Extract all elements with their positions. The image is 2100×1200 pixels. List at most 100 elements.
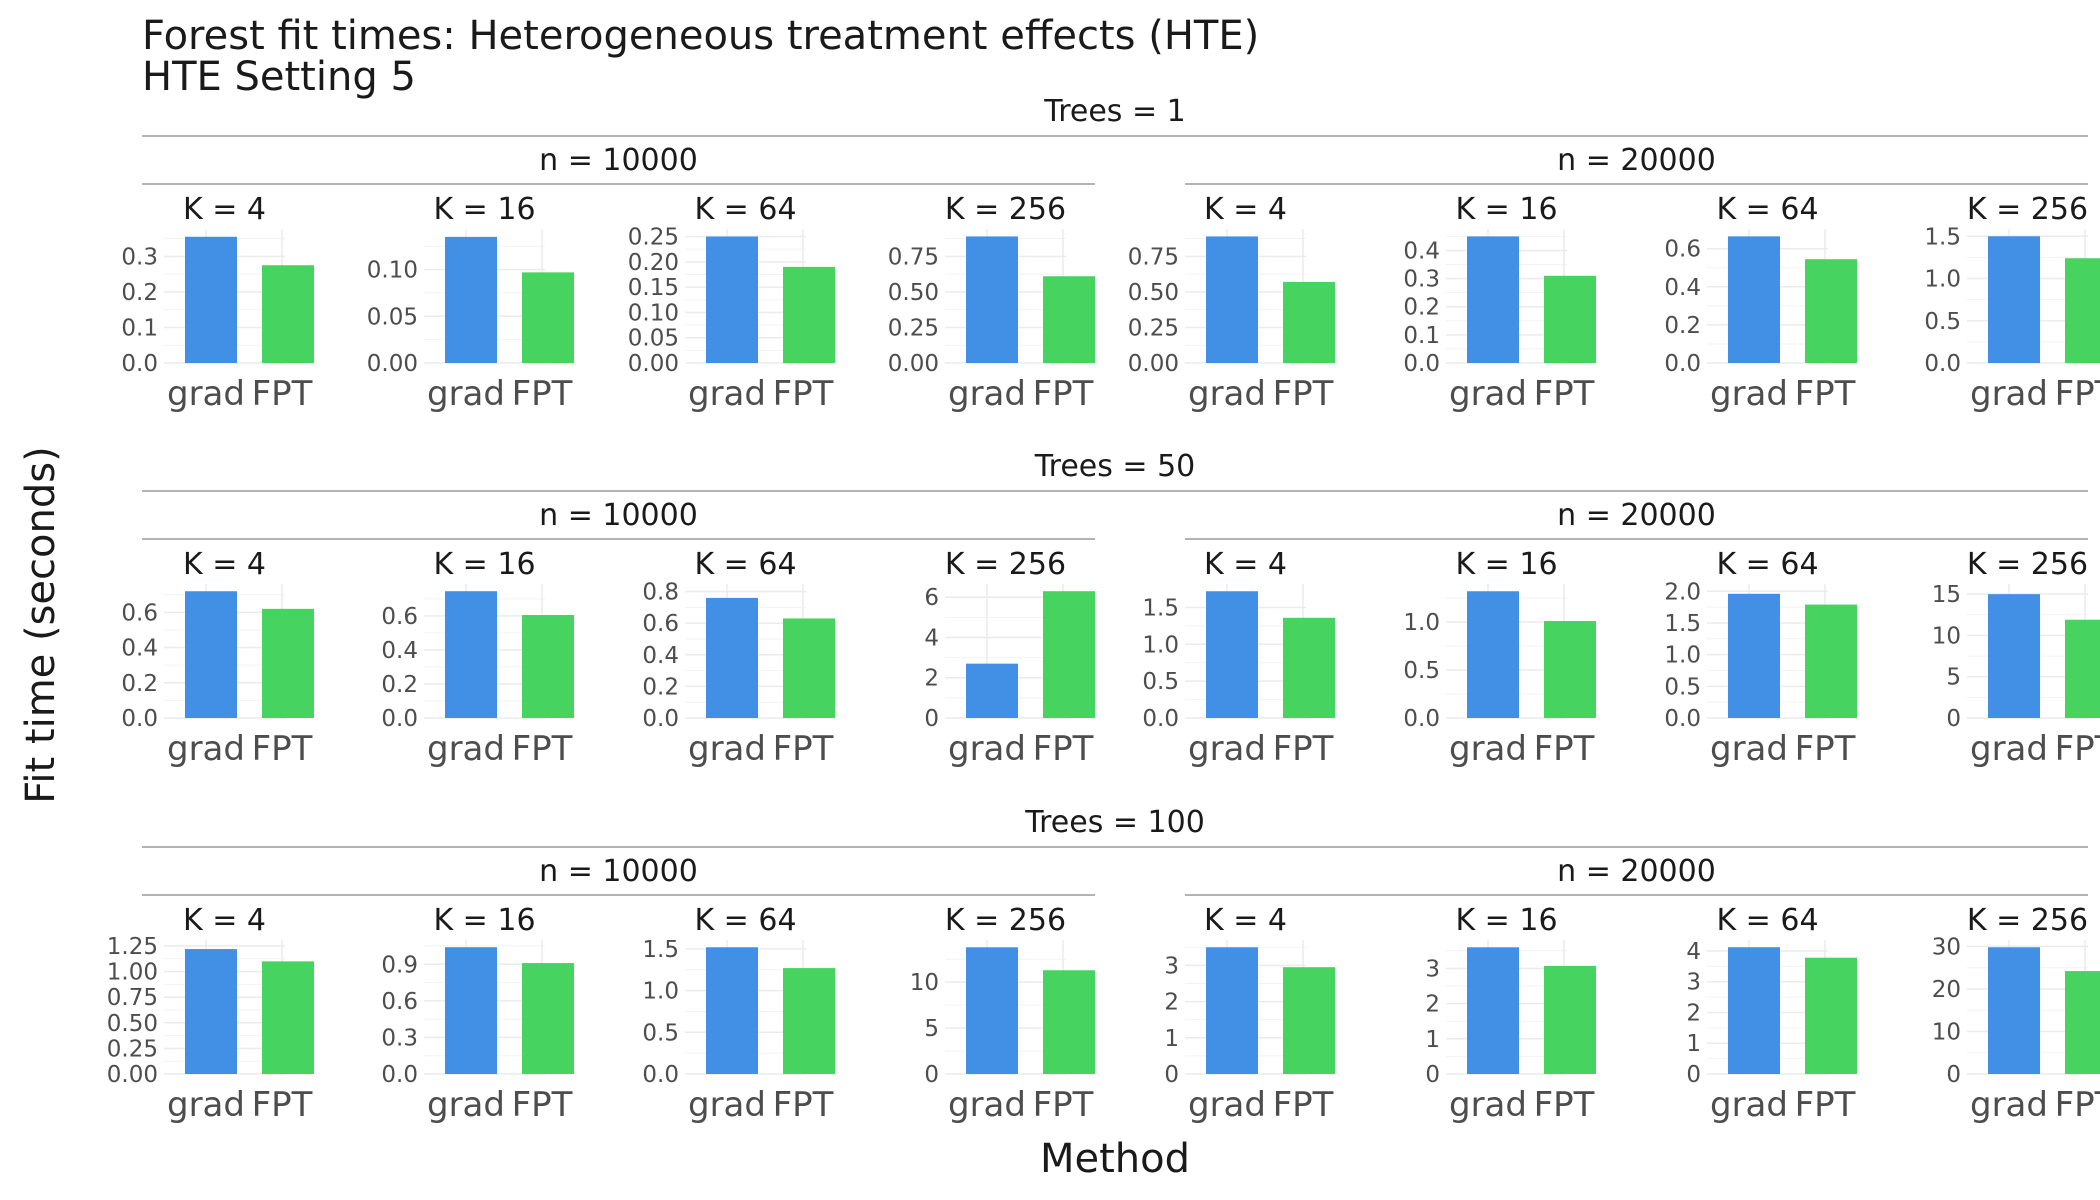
y-tick-label: 0.00 [367, 351, 418, 377]
x-tick-label: grad [167, 729, 245, 769]
x-tick-label: grad [1188, 729, 1266, 769]
y-tick-label: 1.0 [1924, 267, 1961, 293]
x-tick-label: FPT [773, 374, 834, 414]
group-strip-label: n = 10000 [539, 854, 698, 889]
x-tick-label: grad [948, 1085, 1026, 1125]
y-tick-label: 0.05 [628, 326, 679, 352]
x-tick-label: FPT [1273, 1085, 1334, 1125]
y-tick-label: 2 [1686, 1000, 1701, 1026]
y-tick-label: 0.0 [1664, 706, 1701, 732]
y-tick-label: 2 [1425, 992, 1440, 1018]
y-tick-label: 3 [1686, 970, 1701, 996]
panel-strip-label: K = 64 [1716, 903, 1818, 938]
panel-strip-label: K = 256 [1967, 547, 2088, 582]
x-tick-label: grad [167, 374, 245, 414]
y-tick-label: 1.5 [642, 937, 679, 963]
facet-panel: K = 16 0 1 2 3 grad FPT [1425, 903, 1596, 1125]
bar-grad [185, 236, 237, 363]
panel-strip-label: K = 256 [1967, 192, 2088, 227]
y-tick-label: 0.2 [1403, 295, 1440, 321]
row-strip-label: Trees = 100 [1024, 805, 1205, 840]
facet-panel: K = 64 0 1 2 3 4 grad FPT [1686, 903, 1857, 1125]
facet-panel: K = 4 0.0 0.5 1.0 1.5 grad FPT [1142, 547, 1335, 769]
y-tick-label: 0.50 [1128, 280, 1179, 306]
x-tick-label: FPT [773, 1085, 834, 1125]
y-tick-label: 0.3 [381, 1025, 418, 1051]
panel-strip-label: K = 16 [1455, 547, 1557, 582]
x-tick-label: grad [1710, 1085, 1788, 1125]
y-tick-label: 1.0 [1142, 632, 1179, 658]
y-tick-label: 0.50 [888, 280, 939, 306]
y-tick-label: 0.20 [628, 250, 679, 276]
facet-panel: K = 16 0.0 0.5 1.0 grad FPT [1403, 547, 1596, 769]
y-tick-label: 0.75 [107, 985, 158, 1011]
y-tick-label: 0.4 [381, 638, 418, 664]
facet-panel: K = 64 0.0 0.5 1.0 1.5 2.0 grad FPT [1664, 547, 1857, 769]
facet-panel: K = 64 0.0 0.2 0.4 0.6 grad FPT [1664, 192, 1857, 414]
chart-title: Forest fit times: Heterogeneous treatmen… [142, 13, 1259, 59]
facet-panel: K = 256 0 5 10 grad FPT [910, 903, 1095, 1125]
y-tick-label: 0.25 [107, 1036, 158, 1062]
bar-grad [1728, 947, 1780, 1074]
x-tick-label: grad [1970, 1085, 2048, 1125]
bar-fpt [783, 266, 835, 363]
bar-grad [1467, 236, 1519, 363]
row-strip-label: Trees = 1 [1043, 94, 1185, 129]
bar-grad [445, 236, 497, 363]
bar-grad [1206, 947, 1258, 1074]
x-tick-label: FPT [2055, 1085, 2100, 1125]
facet-panel: K = 256 0.00 0.25 0.50 0.75 grad FPT [888, 192, 1095, 414]
bar-grad [1728, 236, 1780, 363]
x-tick-label: grad [1188, 1085, 1266, 1125]
y-tick-label: 10 [910, 970, 939, 996]
y-tick-label: 0.00 [628, 351, 679, 377]
y-tick-label: 0.0 [121, 706, 158, 732]
y-tick-label: 0 [924, 1062, 939, 1088]
y-tick-label: 0.0 [1403, 706, 1440, 732]
y-tick-label: 0.5 [1664, 674, 1701, 700]
panel-strip-label: K = 64 [1716, 547, 1818, 582]
bar-grad [1206, 591, 1258, 718]
bar-fpt [1805, 259, 1857, 363]
x-tick-label: grad [427, 729, 505, 769]
group-strip-label: n = 20000 [1557, 498, 1716, 533]
y-tick-label: 1.0 [1664, 643, 1701, 669]
group-strip-label: n = 10000 [539, 143, 698, 178]
y-tick-label: 5 [1946, 665, 1961, 691]
bar-grad [185, 949, 237, 1074]
panel-strip-label: K = 16 [433, 547, 535, 582]
x-tick-label: FPT [1795, 374, 1856, 414]
x-tick-label: FPT [1033, 374, 1094, 414]
y-tick-label: 30 [1932, 934, 1961, 960]
y-tick-label: 0.3 [1403, 267, 1440, 293]
bar-fpt [2065, 971, 2100, 1074]
bar-grad [706, 236, 758, 363]
bar-grad [445, 947, 497, 1074]
y-tick-label: 0.8 [642, 580, 679, 606]
y-tick-label: 1.5 [1142, 595, 1179, 621]
y-tick-label: 0.25 [888, 315, 939, 341]
y-tick-label: 6 [924, 585, 939, 611]
y-tick-label: 0.5 [1142, 669, 1179, 695]
panel-strip-label: K = 64 [694, 192, 796, 227]
bar-grad [966, 663, 1018, 718]
y-tick-label: 1.0 [1403, 610, 1440, 636]
bar-grad [1988, 594, 2040, 718]
x-tick-label: FPT [252, 374, 313, 414]
x-tick-label: FPT [1534, 1085, 1595, 1125]
y-tick-label: 0.0 [121, 351, 158, 377]
bar-fpt [1043, 276, 1095, 363]
x-tick-label: FPT [1273, 374, 1334, 414]
bar-grad [1988, 236, 2040, 363]
y-tick-label: 0.0 [642, 706, 679, 732]
bar-fpt [783, 968, 835, 1074]
panel-strip-label: K = 4 [1204, 192, 1287, 227]
y-tick-label: 0.50 [107, 1011, 158, 1037]
y-tick-label: 0.6 [121, 600, 158, 626]
y-tick-label: 0.2 [121, 671, 158, 697]
